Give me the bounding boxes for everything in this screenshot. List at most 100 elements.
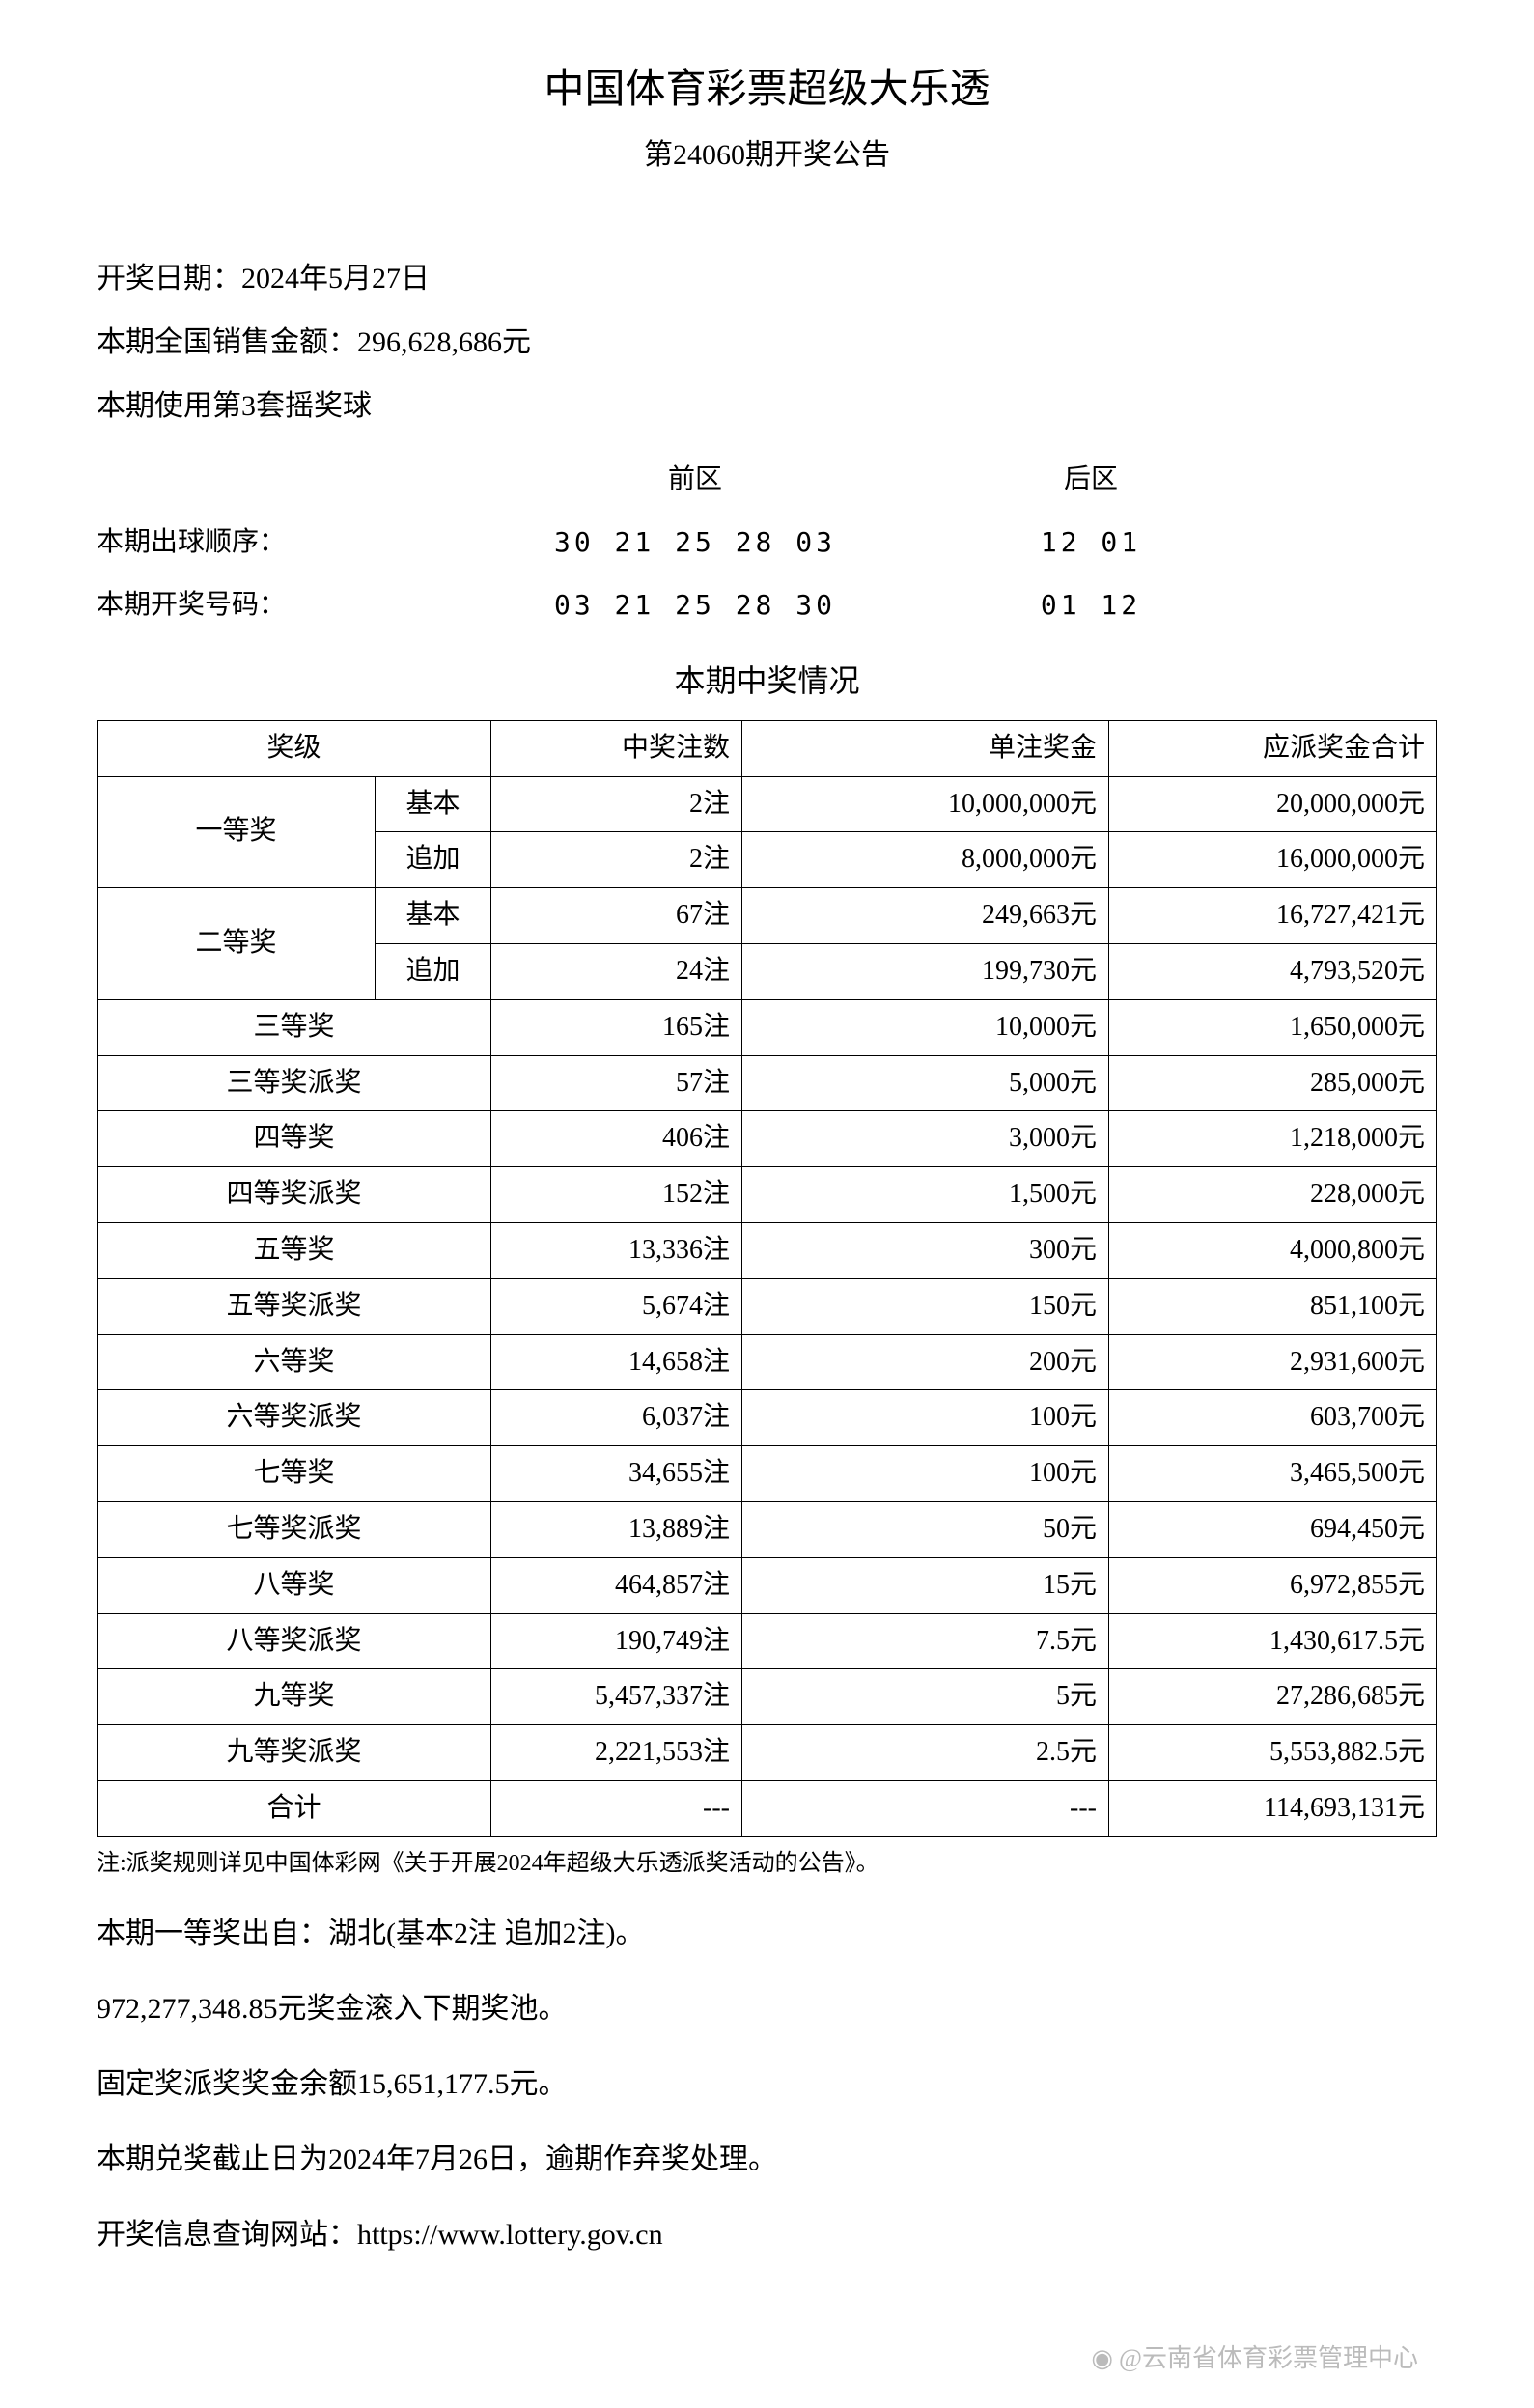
cell-level: 四等奖派奖 [98, 1167, 491, 1223]
table-row: 七等奖派奖13,889注50元694,450元 [98, 1501, 1437, 1557]
prize-section-title: 本期中奖情况 [97, 657, 1437, 706]
draw-date-label: 开奖日期： [97, 263, 241, 294]
cell-level: 三等奖派奖 [98, 1055, 491, 1111]
cell-total: 20,000,000元 [1109, 776, 1437, 832]
cell-level: 九等奖 [98, 1669, 491, 1725]
cell-amount: 199,730元 [742, 943, 1109, 999]
title-main: 中国体育彩票超级大乐透 [97, 58, 1437, 123]
cell-total: 694,450元 [1109, 1501, 1437, 1557]
cell-amount: 15元 [742, 1557, 1109, 1613]
cell-sub: 基本 [376, 776, 491, 832]
draw-order-back: 12 01 [946, 521, 1236, 565]
cell-count: 165注 [491, 999, 742, 1055]
cell-level: 八等奖 [98, 1557, 491, 1613]
table-header-row: 奖级 中奖注数 单注奖金 应派奖金合计 [98, 720, 1437, 776]
table-row: 四等奖派奖152注1,500元228,000元 [98, 1167, 1437, 1223]
cell-count: 13,336注 [491, 1222, 742, 1278]
info-sales: 本期全国销售金额：296,628,686元 [97, 320, 1437, 366]
weibo-icon: ◉ [1091, 2338, 1113, 2379]
cell-level: 六等奖 [98, 1334, 491, 1390]
cell-amount: 100元 [742, 1390, 1109, 1446]
numbers-section: 前区 后区 本期出球顺序： 30 21 25 28 03 12 01 本期开奖号… [97, 459, 1437, 627]
cell-count: 464,857注 [491, 1557, 742, 1613]
footer-line-deadline: 本期兑奖截止日为2024年7月26日，逾期作弃奖处理。 [97, 2137, 1437, 2183]
cell-count: 13,889注 [491, 1501, 742, 1557]
info-block: 开奖日期：2024年5月27日 本期全国销售金额：296,628,686元 本期… [97, 256, 1437, 430]
cell-total: 5,553,882.5元 [1109, 1725, 1437, 1781]
cell-level: 九等奖派奖 [98, 1725, 491, 1781]
back-zone-label: 后区 [946, 459, 1236, 502]
title-sub: 第24060期开奖公告 [97, 132, 1437, 179]
draw-date-value: 2024年5月27日 [241, 263, 430, 294]
cell-count: 67注 [491, 888, 742, 944]
table-row: 七等奖34,655注100元3,465,500元 [98, 1446, 1437, 1502]
cell-total: 114,693,131元 [1109, 1780, 1437, 1836]
table-row: 四等奖406注3,000元1,218,000元 [98, 1111, 1437, 1167]
header-total: 应派奖金合计 [1109, 720, 1437, 776]
cell-amount: 200元 [742, 1334, 1109, 1390]
cell-amount: 7.5元 [742, 1613, 1109, 1669]
cell-count: 5,674注 [491, 1278, 742, 1334]
info-ball-set: 本期使用第3套摇奖球 [97, 383, 1437, 430]
cell-level: 八等奖派奖 [98, 1613, 491, 1669]
table-row: 九等奖5,457,337注5元27,286,685元 [98, 1669, 1437, 1725]
winning-label: 本期开奖号码： [97, 584, 444, 628]
cell-total: 27,286,685元 [1109, 1669, 1437, 1725]
footer-block: 本期一等奖出自：湖北(基本2注 追加2注)。 972,277,348.85元奖金… [97, 1911, 1437, 2258]
cell-level: 三等奖 [98, 999, 491, 1055]
table-row: 六等奖14,658注200元2,931,600元 [98, 1334, 1437, 1390]
cell-count: 2注 [491, 832, 742, 888]
cell-count: 6,037注 [491, 1390, 742, 1446]
cell-count: 57注 [491, 1055, 742, 1111]
table-total-row: 合计------114,693,131元 [98, 1780, 1437, 1836]
winning-row: 本期开奖号码： 03 21 25 28 30 01 12 [97, 584, 1437, 628]
table-row: 五等奖派奖5,674注150元851,100元 [98, 1278, 1437, 1334]
cell-level: 四等奖 [98, 1111, 491, 1167]
cell-amount: 1,500元 [742, 1167, 1109, 1223]
cell-amount: 10,000,000元 [742, 776, 1109, 832]
table-body: 一等奖基本2注10,000,000元20,000,000元追加2注8,000,0… [98, 776, 1437, 1836]
cell-count: 14,658注 [491, 1334, 742, 1390]
cell-total: 16,727,421元 [1109, 888, 1437, 944]
header-count: 中奖注数 [491, 720, 742, 776]
table-row: 三等奖165注10,000元1,650,000元 [98, 999, 1437, 1055]
draw-order-row: 本期出球顺序： 30 21 25 28 03 12 01 [97, 521, 1437, 565]
cell-amount: 5,000元 [742, 1055, 1109, 1111]
cell-total: 4,000,800元 [1109, 1222, 1437, 1278]
note-text: 注:派奖规则详见中国体彩网《关于开展2024年超级大乐透派奖活动的公告》。 [97, 1845, 1437, 1882]
cell-total: 16,000,000元 [1109, 832, 1437, 888]
cell-amount: --- [742, 1780, 1109, 1836]
draw-order-label: 本期出球顺序： [97, 521, 444, 565]
cell-count: 5,457,337注 [491, 1669, 742, 1725]
cell-amount: 3,000元 [742, 1111, 1109, 1167]
prize-table: 奖级 中奖注数 单注奖金 应派奖金合计 一等奖基本2注10,000,000元20… [97, 720, 1437, 1837]
numbers-header-row: 前区 后区 [97, 459, 1437, 502]
cell-amount: 249,663元 [742, 888, 1109, 944]
cell-amount: 2.5元 [742, 1725, 1109, 1781]
cell-level: 五等奖派奖 [98, 1278, 491, 1334]
header-amount: 单注奖金 [742, 720, 1109, 776]
table-row: 一等奖基本2注10,000,000元20,000,000元 [98, 776, 1437, 832]
table-row: 二等奖基本67注249,663元16,727,421元 [98, 888, 1437, 944]
cell-total: 4,793,520元 [1109, 943, 1437, 999]
cell-sub: 追加 [376, 832, 491, 888]
cell-sub: 追加 [376, 943, 491, 999]
cell-level: 二等奖 [98, 888, 376, 1000]
cell-amount: 100元 [742, 1446, 1109, 1502]
cell-count: 2注 [491, 776, 742, 832]
cell-level: 五等奖 [98, 1222, 491, 1278]
cell-total: 1,430,617.5元 [1109, 1613, 1437, 1669]
cell-amount: 150元 [742, 1278, 1109, 1334]
cell-count: 2,221,553注 [491, 1725, 742, 1781]
header-level: 奖级 [98, 720, 491, 776]
cell-amount: 8,000,000元 [742, 832, 1109, 888]
cell-count: --- [491, 1780, 742, 1836]
cell-total: 603,700元 [1109, 1390, 1437, 1446]
watermark: ◉@云南省体育彩票管理中心 [1091, 2338, 1418, 2379]
footer-line-rollover: 972,277,348.85元奖金滚入下期奖池。 [97, 1986, 1437, 2032]
cell-total: 3,465,500元 [1109, 1446, 1437, 1502]
cell-count: 406注 [491, 1111, 742, 1167]
draw-order-front: 30 21 25 28 03 [444, 521, 946, 565]
cell-total: 6,972,855元 [1109, 1557, 1437, 1613]
table-row: 五等奖13,336注300元4,000,800元 [98, 1222, 1437, 1278]
